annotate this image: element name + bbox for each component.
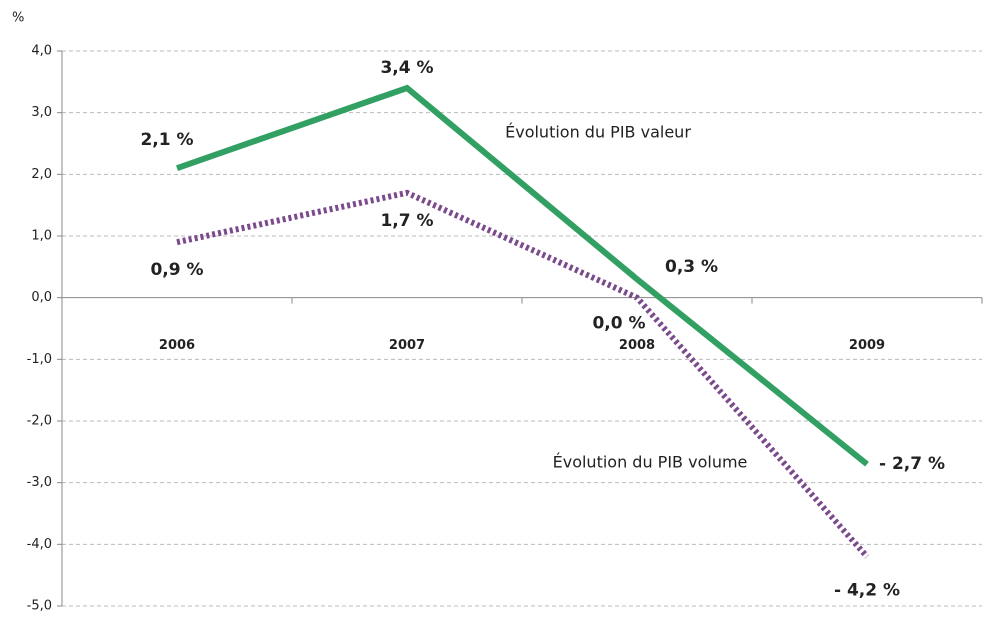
data-label: 0,9 % [150, 260, 203, 280]
y-tick-label: 0,0 [31, 290, 52, 305]
series-line [176, 189, 870, 559]
x-tick-label: 2006 [159, 338, 195, 353]
series-annotation: Évolution du PIB valeur [505, 123, 691, 142]
y-tick-label: -3,0 [27, 475, 52, 490]
y-tick-label: 2,0 [31, 167, 52, 182]
y-tick-label: -4,0 [27, 537, 52, 552]
data-label: 0,0 % [592, 314, 645, 334]
y-tick-label: -1,0 [27, 352, 52, 367]
data-label: 1,7 % [380, 211, 433, 231]
y-tick-label: -5,0 [27, 599, 52, 614]
data-label: - 4,2 % [834, 581, 900, 601]
x-tick-label: 2008 [619, 338, 655, 353]
y-tick-label: 4,0 [31, 44, 52, 59]
series-line [176, 84, 869, 467]
data-label: 0,3 % [665, 257, 718, 277]
data-label: - 2,7 % [879, 454, 945, 474]
x-tick-label: 2007 [389, 338, 425, 353]
series-annotation: Évolution du PIB volume [553, 453, 748, 472]
y-tick-label: -2,0 [27, 414, 52, 429]
data-label: 2,1 % [140, 130, 193, 150]
y-axis-label: % [12, 11, 24, 26]
y-tick-label: 1,0 [31, 229, 52, 244]
data-label: 3,4 % [380, 58, 433, 78]
x-tick-label: 2009 [849, 338, 885, 353]
y-tick-label: 3,0 [31, 105, 52, 120]
